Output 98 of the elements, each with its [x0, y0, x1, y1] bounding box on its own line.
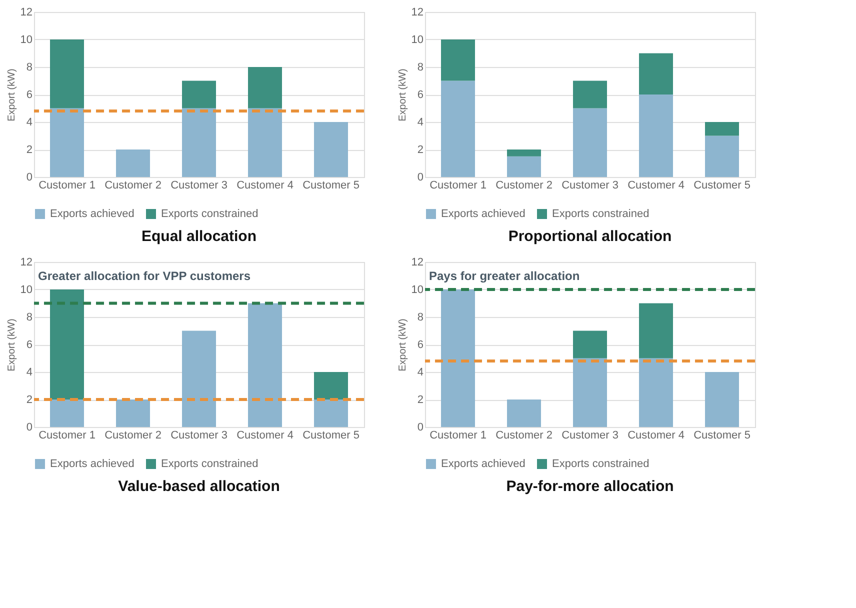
y-tick-label: 6	[26, 89, 32, 101]
x-tick-label: Customer 2	[104, 430, 162, 442]
bar	[50, 290, 84, 400]
x-tick-label: Customer 1	[38, 430, 96, 442]
x-tick-label: Customer 2	[496, 430, 552, 442]
legend-label: Exports constrained	[552, 208, 650, 220]
bar	[507, 150, 541, 156]
bar	[248, 303, 282, 427]
x-tick-label: Customer 4	[236, 180, 294, 192]
ref-line-label: Greater allocation for VPP customers	[38, 268, 251, 283]
legend-label: Exports achieved	[441, 208, 526, 220]
bar	[314, 372, 348, 400]
bar	[705, 136, 739, 177]
y-tick-label: 10	[411, 284, 424, 296]
legend-label: Exports constrained	[552, 458, 650, 470]
x-tick-label: Customer 4	[628, 180, 684, 192]
bar	[248, 108, 282, 177]
x-tick-label: Customer 1	[430, 180, 486, 192]
bar	[705, 122, 739, 136]
text: Pay-for-more allocation	[506, 478, 674, 495]
y-tick-label: 6	[26, 339, 32, 351]
y-tick-label: 8	[417, 312, 424, 324]
y-tick-label: 10	[20, 284, 32, 296]
y-axis-title: Export (kW)	[397, 68, 408, 122]
y-tick-label: 6	[417, 89, 424, 101]
y-tick-label: 10	[20, 34, 32, 46]
legend-label: Exports achieved	[50, 458, 134, 470]
y-tick-label: 2	[417, 394, 424, 406]
ref-line-label: Pays for greater allocation	[429, 268, 580, 283]
bar	[573, 108, 607, 177]
legend-label: Exports constrained	[161, 458, 258, 470]
bar	[116, 400, 150, 427]
y-axis-title: Export (kW)	[397, 318, 408, 372]
bar	[573, 330, 607, 358]
bar	[639, 53, 673, 94]
y-tick-label: 4	[417, 116, 424, 128]
x-tick-label: Customer 5	[694, 180, 750, 192]
bar	[314, 400, 348, 427]
bar	[314, 122, 348, 177]
legend-label: Exports achieved	[50, 208, 134, 220]
bar	[507, 156, 541, 177]
legend-label: Exports constrained	[161, 208, 258, 220]
y-tick-label: 4	[417, 366, 424, 378]
legend-label: Exports achieved	[441, 458, 526, 470]
x-tick-label: Customer 1	[430, 430, 486, 442]
x-tick-label: Customer 3	[562, 430, 618, 442]
bar	[182, 330, 216, 427]
text: Equal allocation	[141, 228, 257, 245]
bar	[639, 358, 673, 427]
bar	[441, 80, 475, 177]
y-tick-label: 4	[26, 116, 32, 128]
x-tick-label: Customer 4	[628, 430, 684, 442]
bar	[441, 40, 475, 81]
bar	[182, 108, 216, 177]
bar	[50, 40, 84, 108]
bar	[116, 150, 150, 177]
y-tick-label: 8	[26, 62, 32, 74]
x-tick-label: Customer 4	[236, 430, 294, 442]
y-tick-label: 2	[417, 144, 424, 156]
y-axis-title: Export (kW)	[6, 318, 18, 372]
bar	[182, 80, 216, 108]
x-tick-label: Customer 3	[562, 180, 618, 192]
y-tick-label: 0	[26, 172, 32, 184]
y-tick-label: 10	[411, 34, 424, 46]
x-tick-label: Customer 2	[104, 180, 162, 192]
bar	[441, 290, 475, 427]
x-tick-label: Customer 5	[302, 180, 360, 192]
bar	[50, 400, 84, 427]
y-tick-label: 12	[411, 6, 424, 18]
y-axis-title: Export (kW)	[6, 68, 18, 122]
x-tick-label: Customer 2	[496, 180, 552, 192]
y-tick-label: 8	[26, 312, 32, 324]
x-tick-label: Customer 3	[170, 430, 228, 442]
x-tick-label: Customer 1	[38, 180, 96, 192]
text: Value-based allocation	[118, 478, 280, 495]
bar	[50, 108, 84, 177]
x-tick-label: Customer 5	[302, 430, 360, 442]
y-tick-label: 0	[417, 422, 424, 434]
bar	[573, 358, 607, 427]
y-tick-label: 0	[26, 422, 32, 434]
y-tick-label: 4	[26, 366, 32, 378]
bar	[573, 80, 607, 108]
y-tick-label: 12	[411, 256, 424, 268]
y-tick-label: 2	[26, 394, 32, 406]
y-tick-label: 0	[417, 172, 424, 184]
bar	[639, 94, 673, 177]
y-tick-label: 8	[417, 62, 424, 74]
x-tick-label: Customer 5	[694, 430, 750, 442]
y-tick-label: 12	[20, 6, 32, 18]
x-tick-label: Customer 3	[170, 180, 228, 192]
y-tick-label: 2	[26, 144, 32, 156]
text: Proportional allocation	[508, 228, 672, 245]
y-tick-label: 12	[20, 256, 32, 268]
bar	[639, 303, 673, 358]
bar	[507, 400, 541, 427]
bar	[705, 372, 739, 427]
bar	[248, 67, 282, 108]
y-tick-label: 6	[417, 339, 424, 351]
